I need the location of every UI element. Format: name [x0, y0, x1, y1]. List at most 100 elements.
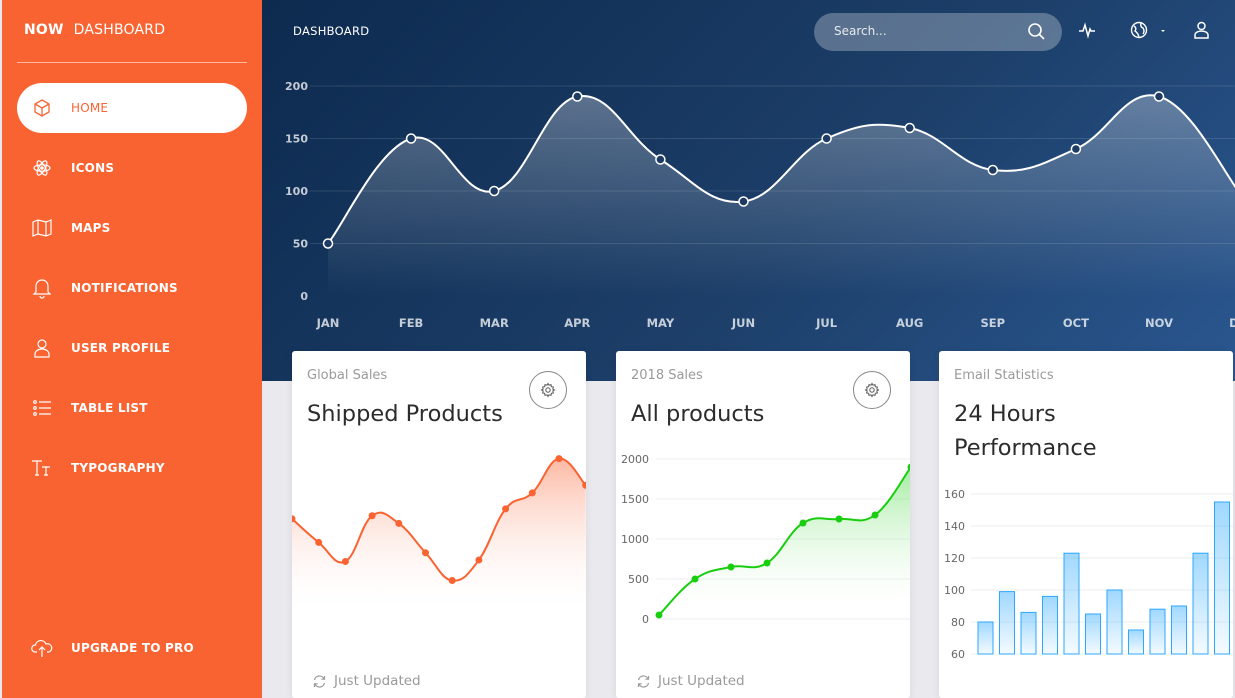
bar [1214, 501, 1230, 655]
sidebar-item-upgrade[interactable]: UPGRADE TO PRO [17, 623, 247, 673]
data-point [292, 515, 296, 523]
y-tick-label: 0 [642, 613, 649, 626]
bar [977, 621, 994, 655]
area-fill [292, 458, 586, 616]
data-point [871, 511, 879, 519]
x-tick-label: APR [564, 316, 590, 330]
card-title: Shipped Products [307, 401, 503, 427]
text-icon [31, 457, 53, 479]
bar [1192, 552, 1209, 655]
user-account-icon[interactable] [1193, 21, 1210, 43]
series-line [327, 94, 1235, 245]
list-icon [31, 397, 53, 419]
data-point [572, 91, 583, 102]
pulse-icon[interactable] [1078, 21, 1096, 43]
data-point [907, 463, 910, 471]
y-tick-label: 500 [628, 573, 649, 586]
footer-text: Just Updated [334, 673, 421, 689]
gear-icon [864, 382, 880, 398]
bar [1085, 613, 1101, 655]
globe-dropdown[interactable] [1130, 21, 1166, 43]
sidebar-item-home[interactable]: HOME [17, 83, 247, 133]
card-title-line: Performance [954, 435, 1097, 461]
x-tick-label: DEC [1229, 316, 1235, 330]
data-point [555, 455, 563, 463]
x-tick-label: MAR [480, 316, 509, 330]
search-input[interactable] [832, 23, 1016, 39]
y-tick-label: 1500 [621, 493, 649, 506]
sidebar-item-label: USER PROFILE [71, 341, 171, 355]
data-point [582, 481, 586, 489]
y-tick-label: 200 [285, 80, 308, 93]
data-point [1153, 91, 1165, 102]
all-products-chart: 0 500 1000 1500 2000 [621, 453, 910, 626]
user-icon [31, 337, 53, 359]
y-tick-label: 60 [951, 648, 965, 661]
y-tick-label: 2000 [621, 453, 649, 466]
data-point [341, 557, 349, 565]
card-category: Email Statistics [954, 368, 1054, 383]
bar [999, 591, 1015, 655]
data-point [691, 575, 699, 583]
cube-icon [31, 97, 53, 119]
gear-icon [540, 382, 556, 398]
settings-button[interactable] [853, 371, 891, 409]
sidebar-item-notifications[interactable]: NOTIFICATIONS [17, 263, 247, 313]
data-point [655, 154, 666, 165]
sidebar: NOW DASHBOARD HOME ICONS MAPS NOTIFICATIO… [2, 0, 262, 698]
card-email-statistics: Email Statistics 24 Hours Performance 60… [939, 351, 1233, 698]
email-statistics-chart: 60 80 100 120 140 160 [944, 488, 1233, 661]
data-point [987, 164, 999, 176]
bar [1106, 589, 1123, 655]
sidebar-item-label: NOTIFICATIONS [71, 281, 178, 295]
sidebar-item-icons[interactable]: ICONS [17, 143, 247, 193]
big-line-chart: 0 50 100 150 200 JAN FEB MAR APR MAY JUN JUL AUG SEP O… [285, 80, 1235, 330]
area-fill [328, 95, 1235, 296]
x-tick-label: NOV [1145, 316, 1173, 330]
bar [1128, 629, 1144, 655]
search-bar [814, 13, 1062, 51]
data-point [738, 196, 749, 207]
y-tick-label: 150 [285, 133, 308, 146]
data-point [763, 559, 771, 567]
data-point [528, 489, 536, 497]
bar [1020, 611, 1037, 655]
y-tick-label: 80 [951, 616, 965, 629]
y-tick-label: 140 [944, 520, 965, 533]
card-shipped-products: Global Sales Shipped Products Just Updat… [292, 351, 586, 698]
x-tick-label: MAY [647, 316, 675, 330]
y-tick-label: 50 [293, 238, 309, 251]
brand[interactable]: NOW DASHBOARD [24, 22, 165, 38]
data-point [904, 122, 915, 134]
sidebar-item-label: HOME [71, 101, 109, 115]
sidebar-divider [17, 62, 247, 63]
sidebar-item-table-list[interactable]: TABLE LIST [17, 383, 247, 433]
card-title: 24 Hours Performance [954, 397, 1097, 465]
data-point [727, 563, 735, 571]
data-point [835, 515, 843, 523]
page-title[interactable]: DASHBOARD [293, 24, 370, 38]
search-icon[interactable] [1027, 22, 1046, 45]
series-line [658, 466, 910, 616]
refresh-icon [312, 674, 327, 689]
data-point [422, 549, 429, 557]
brand-name: DASHBOARD [73, 22, 166, 38]
x-tick-label: AUG [896, 316, 923, 330]
brand-logo: NOW [24, 22, 64, 38]
data-point [315, 538, 323, 546]
y-tick-label: 120 [944, 552, 965, 565]
data-point [821, 133, 832, 144]
card-category: Global Sales [307, 368, 388, 383]
x-tick-label: OCT [1063, 316, 1089, 330]
y-tick-label: 100 [944, 584, 965, 597]
data-point [405, 133, 417, 144]
sidebar-item-maps[interactable]: MAPS [17, 203, 247, 253]
x-tick-label: JAN [316, 316, 340, 330]
bar [1171, 605, 1187, 655]
settings-button[interactable] [529, 371, 567, 409]
data-point [395, 519, 403, 527]
data-point [368, 512, 376, 520]
bar [1042, 595, 1058, 655]
sidebar-item-user-profile[interactable]: USER PROFILE [17, 323, 247, 373]
sidebar-item-typography[interactable]: TYPOGRAPHY [17, 443, 247, 493]
